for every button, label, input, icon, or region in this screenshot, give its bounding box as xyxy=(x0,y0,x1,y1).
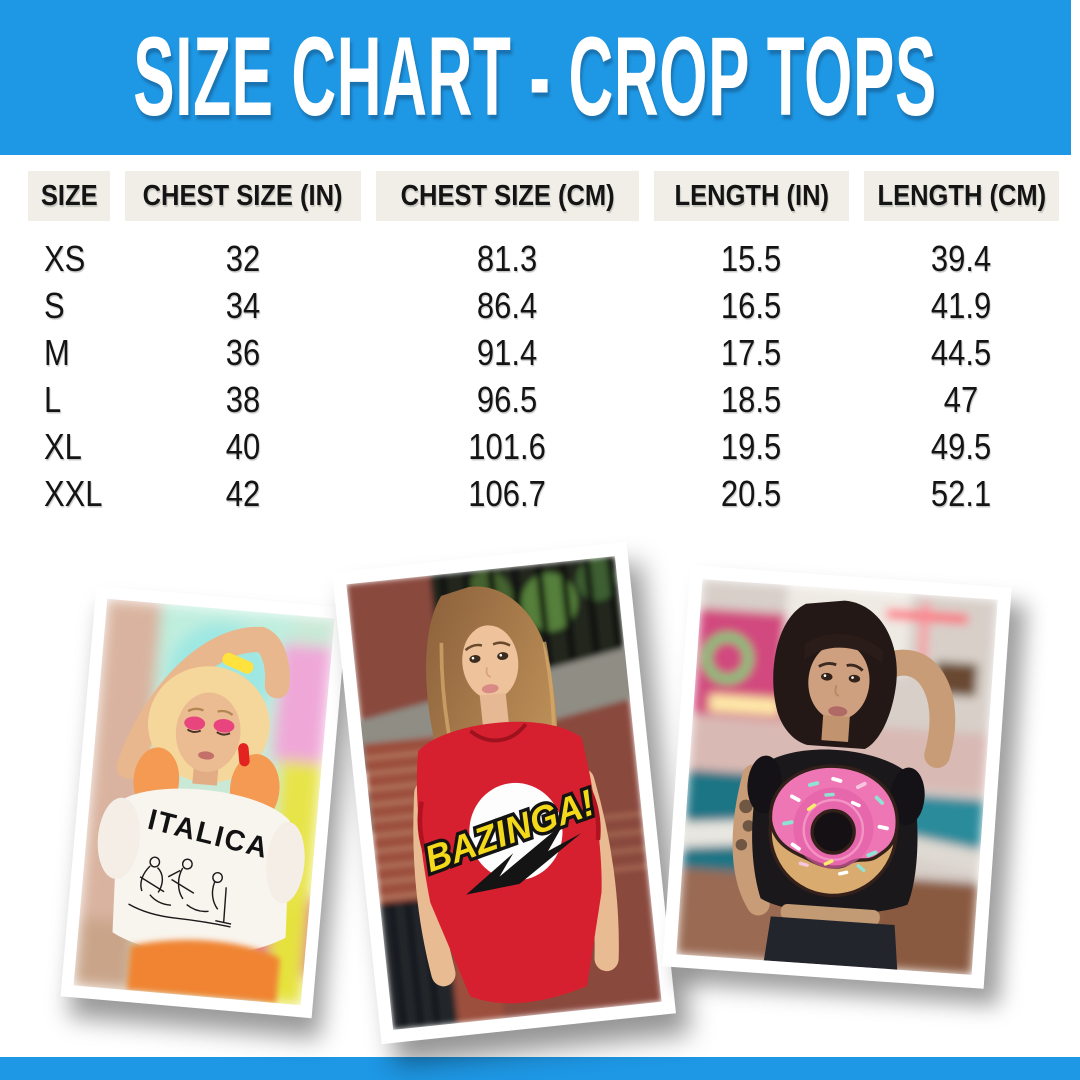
table-cell: XS xyxy=(44,237,86,279)
donut-hole xyxy=(810,808,856,855)
model-figure xyxy=(732,600,956,970)
table-cell: 81.3 xyxy=(477,237,538,279)
table-cell: 42 xyxy=(225,472,261,514)
lightning-bolt xyxy=(466,822,582,895)
photo-bazinga-crop-top: BAZINGA! xyxy=(332,541,676,1045)
table-cell: 39.4 xyxy=(931,237,992,279)
table-cell: 17.5 xyxy=(721,331,782,373)
table-cell: 106.7 xyxy=(468,472,547,514)
page-title: SIZE CHART - CROP TOPS xyxy=(133,14,938,140)
table-cell: 15.5 xyxy=(721,237,782,279)
donut-graphic xyxy=(768,764,899,898)
table-cell: 41.9 xyxy=(931,284,992,326)
column-header-length-cm: LENGTH (CM) xyxy=(864,171,1059,221)
column-header-chest-cm: CHEST SIZE (CM) xyxy=(376,171,639,221)
table-cell: S xyxy=(44,284,65,326)
table-cell: L xyxy=(44,378,62,420)
table-cell: 18.5 xyxy=(721,378,782,420)
model-figure: ITALICA xyxy=(97,626,305,1004)
photo-bazinga-image: BAZINGA! xyxy=(346,556,662,1030)
table-cell: 47 xyxy=(944,378,979,420)
table-cell: 19.5 xyxy=(721,425,782,467)
table-cell: XL xyxy=(44,425,82,467)
red-earring xyxy=(238,743,250,767)
face xyxy=(175,692,241,772)
fringe xyxy=(804,634,884,664)
pink-eyeshadow xyxy=(184,716,206,731)
table-cell: 91.4 xyxy=(477,331,538,373)
table-cell: 52.1 xyxy=(931,472,992,514)
table-cell: 34 xyxy=(225,284,261,326)
bottom-accent-bar xyxy=(0,1057,1080,1080)
table-cell: 38 xyxy=(225,378,261,420)
table-cell: XXL xyxy=(44,472,103,514)
table-cell: 101.6 xyxy=(468,425,547,467)
orange-skirt xyxy=(126,939,280,1004)
raised-arm xyxy=(868,649,956,769)
band-line-drawing xyxy=(128,856,232,928)
photo-italica-image: ITALICA xyxy=(73,598,335,1006)
white-crop-top xyxy=(112,788,291,955)
face xyxy=(808,642,870,720)
table-cell: 40 xyxy=(225,425,261,467)
column-header-size: SIZE xyxy=(28,171,110,221)
photo-donut-image xyxy=(676,579,998,975)
pants xyxy=(763,916,898,970)
table-cell: 44.5 xyxy=(931,331,992,373)
title-banner: SIZE CHART - CROP TOPS xyxy=(0,0,1071,155)
table-cell: 36 xyxy=(225,331,261,373)
arm-tattoo xyxy=(735,799,755,851)
yellow-hair-clip xyxy=(222,652,254,674)
sprinkles xyxy=(782,776,889,876)
table-cell: 20.5 xyxy=(721,472,782,514)
table-cell: 96.5 xyxy=(477,378,538,420)
table-cell: M xyxy=(44,331,70,373)
size-chart-table: SIZE CHEST SIZE (IN) CHEST SIZE (CM) LEN… xyxy=(28,171,1059,517)
column-header-chest-in: CHEST SIZE (IN) xyxy=(125,171,361,221)
model-figure: BAZINGA! xyxy=(413,586,619,1004)
table-cell: 49.5 xyxy=(931,425,992,467)
column-header-length-in: LENGTH (IN) xyxy=(654,171,849,221)
photo-italica-crop-top: ITALICA xyxy=(60,585,348,1019)
table-cell: 32 xyxy=(225,237,261,279)
table-cell: 16.5 xyxy=(721,284,782,326)
photo-donut-crop-top xyxy=(662,565,1012,989)
table-cell: 86.4 xyxy=(477,284,538,326)
